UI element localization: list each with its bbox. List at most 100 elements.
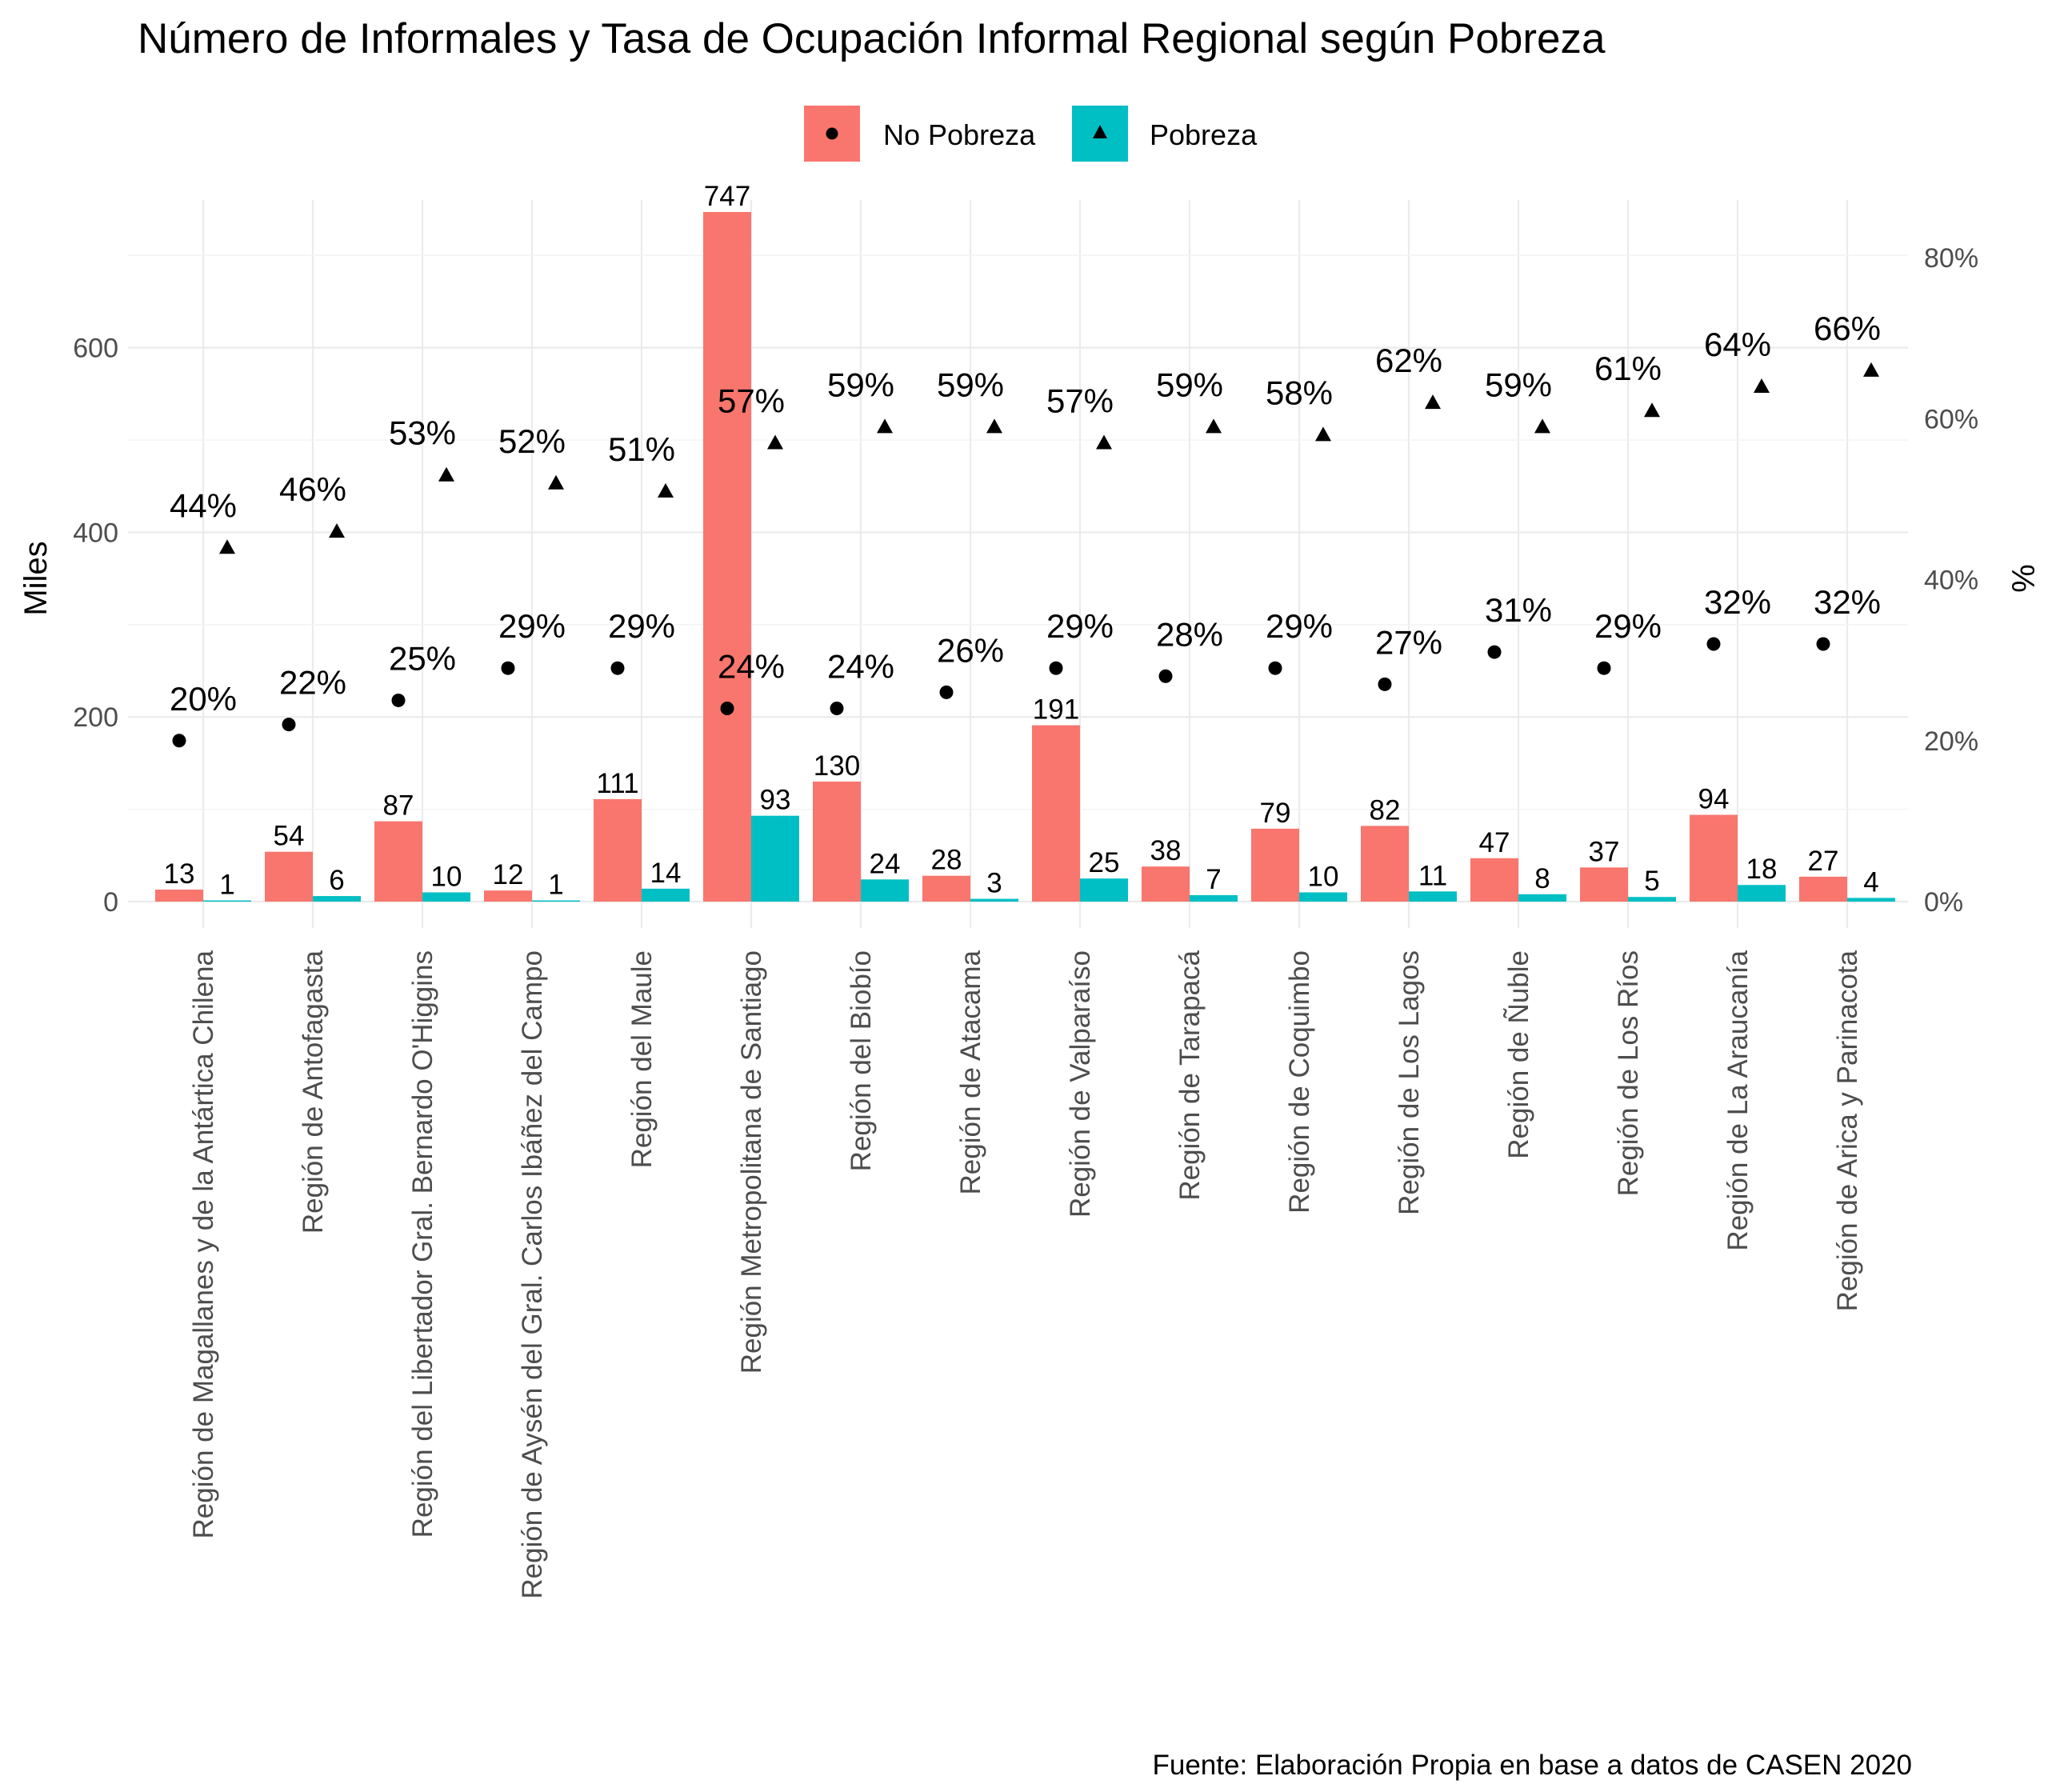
bar-no-pobreza: [813, 781, 861, 902]
legend-label-no-pobreza: No Pobreza: [883, 118, 1036, 151]
rate-label: 64%: [1704, 326, 1771, 363]
bar-no-pobreza: [484, 890, 532, 902]
rate-point-no-pobreza: [830, 702, 844, 715]
rate-label: 52%: [498, 422, 566, 460]
bar-value-label: 191: [1033, 694, 1079, 726]
bar-value-label: 8: [1534, 863, 1550, 894]
category-label: Región de Atacama: [955, 950, 986, 1194]
bar-value-label: 14: [650, 858, 682, 889]
bar-pobreza: [751, 815, 799, 902]
rate-point-pobreza: [1863, 362, 1879, 377]
y2-tick-label: 40%: [1924, 566, 1978, 596]
category-label: Región de Aysén del Gral. Carlos Ibáñez …: [517, 950, 548, 1599]
rate-label: 44%: [170, 486, 237, 524]
rate-label: 29%: [1266, 607, 1333, 645]
y-tick-label: 400: [73, 518, 118, 548]
bar-no-pobreza: [1142, 866, 1190, 902]
bar-value-label: 93: [760, 785, 791, 816]
rate-point-pobreza: [658, 482, 674, 498]
bar-value-label: 28: [931, 845, 962, 876]
rate-point-pobreza: [1754, 378, 1770, 393]
bar-value-label: 24: [870, 848, 901, 879]
x-axis-labels: Región de Magallanes y de la Antártica C…: [188, 950, 1863, 1598]
rate-point-pobreza: [1096, 434, 1112, 450]
rate-label: 53%: [389, 414, 456, 452]
category-label: Región del Biobío: [846, 950, 877, 1171]
rate-point-no-pobreza: [1158, 669, 1173, 683]
rate-point-no-pobreza: [1706, 637, 1721, 651]
bar-value-label: 79: [1260, 798, 1291, 829]
bar-pobreza: [313, 896, 361, 902]
bar-value-label: 4: [1863, 866, 1878, 898]
category-label: Región Metropolitana de Santiago: [736, 950, 767, 1374]
bar-value-label: 1: [219, 870, 234, 901]
rate-point-pobreza: [986, 418, 1002, 434]
bar-no-pobreza: [1032, 725, 1080, 902]
rate-label: 57%: [1046, 382, 1114, 419]
chart-title: Número de Informales y Tasa de Ocupación…: [138, 15, 1606, 62]
bar-value-label: 1: [548, 870, 563, 901]
bar-value-label: 10: [431, 861, 462, 892]
y2-tick-label: 20%: [1924, 726, 1978, 757]
rate-point-pobreza: [219, 539, 235, 554]
bar-pobreza: [1628, 897, 1676, 902]
bar-no-pobreza: [1470, 858, 1518, 902]
bar-pobreza: [422, 892, 470, 902]
rate-label: 24%: [718, 648, 785, 686]
rate-point-pobreza: [548, 474, 564, 490]
bar-no-pobreza: [1361, 826, 1409, 902]
rate-label: 22%: [279, 664, 346, 702]
rate-point-no-pobreza: [1268, 661, 1282, 675]
y2-tick-label: 0%: [1924, 887, 1963, 918]
rate-label: 61%: [1594, 350, 1662, 387]
rate-label: 24%: [827, 648, 894, 686]
bar-pobreza: [532, 900, 580, 902]
rate-label: 32%: [1814, 583, 1881, 621]
bar-value-label: 47: [1479, 827, 1510, 858]
rate-label: 25%: [389, 639, 456, 677]
category-label: Región de Antofagasta: [298, 950, 329, 1234]
bar-pobreza: [1518, 894, 1566, 902]
rate-point-no-pobreza: [172, 734, 186, 748]
rate-label: 66%: [1814, 310, 1881, 347]
legend-label-pobreza: Pobreza: [1150, 118, 1258, 151]
y-axis: 0 200 400 600: [73, 334, 118, 918]
bar-pobreza: [1080, 878, 1128, 902]
rate-point-pobreza: [767, 434, 783, 450]
rate-point-no-pobreza: [282, 718, 296, 732]
bar-value-label: 27: [1808, 846, 1839, 877]
category-label: Región del Libertador Gral. Bernardo O'H…: [407, 950, 438, 1538]
bar-value-label: 5: [1644, 866, 1659, 897]
bar-value-label: 747: [704, 181, 750, 212]
bar-pobreza: [1299, 892, 1347, 902]
rate-point-no-pobreza: [610, 661, 625, 675]
category-label: Región de Coquimbo: [1284, 950, 1315, 1214]
rate-point-no-pobreza: [1816, 637, 1830, 651]
y-tick-label: 600: [73, 334, 118, 364]
rate-point-no-pobreza: [1378, 677, 1392, 691]
bar-no-pobreza: [1799, 876, 1847, 902]
bar-pobreza: [1738, 885, 1786, 902]
rate-label: 28%: [1156, 615, 1223, 653]
bar-value-label: 111: [596, 768, 638, 799]
y2-tick-label: 60%: [1924, 404, 1978, 434]
category-label: Región de Valparaíso: [1065, 950, 1096, 1218]
bar-value-label: 37: [1589, 836, 1620, 867]
rate-point-pobreza: [329, 523, 345, 538]
rate-point-no-pobreza: [1487, 645, 1502, 659]
category-label: Región de Los Lagos: [1394, 950, 1425, 1215]
bar-value-label: 11: [1418, 860, 1447, 891]
bar-no-pobreza: [1251, 828, 1299, 902]
bar-value-label: 10: [1308, 861, 1339, 892]
bar-value-label: 7: [1206, 864, 1221, 895]
rate-point-pobreza: [1425, 394, 1441, 410]
y-tick-label: 0: [103, 887, 118, 918]
rate-label: 59%: [1485, 366, 1552, 403]
bar-value-label: 3: [986, 868, 1002, 899]
rate-label: 26%: [937, 631, 1004, 669]
rate-point-no-pobreza: [501, 661, 515, 675]
bars: [155, 212, 1895, 902]
bar-no-pobreza: [1580, 867, 1628, 902]
rate-label: 20%: [170, 680, 237, 718]
